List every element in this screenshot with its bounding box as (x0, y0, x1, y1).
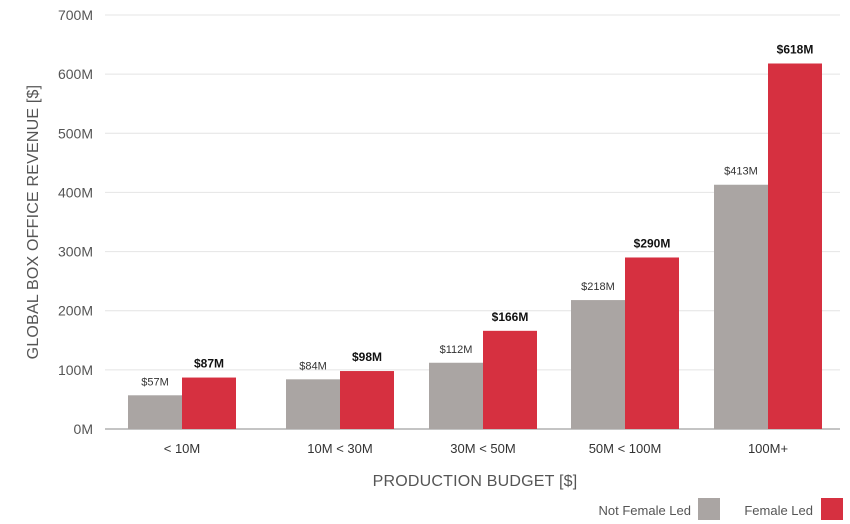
x-tick-label: < 10M (164, 441, 201, 456)
legend: Not Female Led Female Led (599, 498, 843, 520)
data-label: $87M (194, 357, 224, 371)
bar (571, 300, 625, 429)
y-axis-ticks: 0M 100M 200M 300M 400M 500M 600M 700M (58, 7, 93, 437)
x-axis-title: PRODUCTION BUDGET [$] (373, 473, 578, 490)
data-label: $218M (581, 281, 615, 293)
data-label: $57M (141, 376, 169, 388)
x-axis-ticks: < 10M 10M < 30M 30M < 50M 50M < 100M 100M+ (164, 441, 788, 456)
gridlines (105, 14, 840, 371)
y-tick-label: 100M (58, 362, 93, 378)
bar (768, 63, 822, 430)
legend-swatch (698, 498, 720, 520)
bar (340, 371, 394, 429)
data-label: $413M (724, 166, 758, 178)
bar (483, 330, 537, 429)
y-tick-label: 400M (58, 184, 93, 200)
bar (182, 377, 236, 429)
y-axis-title: GLOBAL BOX OFFICE REVENUE [$] (25, 85, 42, 360)
x-tick-label: 50M < 100M (589, 441, 662, 456)
bar (286, 379, 340, 429)
bars (128, 63, 822, 430)
x-tick-label: 100M+ (748, 441, 788, 456)
data-label: $290M (634, 236, 671, 250)
data-label: $84M (299, 360, 327, 372)
x-tick-label: 10M < 30M (307, 441, 372, 456)
bar (128, 395, 182, 429)
data-label: $112M (440, 344, 473, 356)
y-tick-label: 0M (74, 421, 93, 437)
legend-swatch (821, 498, 843, 520)
data-labels: $57M $87M $84M $98M $112M $166M $218M $290M $413… (141, 42, 813, 388)
y-tick-label: 700M (58, 7, 93, 23)
y-tick-label: 200M (58, 303, 93, 319)
data-label: $98M (352, 350, 382, 364)
legend-label: Not Female Led (599, 503, 692, 518)
x-tick-label: 30M < 50M (450, 441, 515, 456)
y-tick-label: 300M (58, 244, 93, 260)
data-label: $618M (777, 42, 814, 56)
y-tick-label: 500M (58, 125, 93, 141)
bar (714, 184, 768, 429)
bar (429, 362, 483, 429)
bar (625, 257, 679, 429)
legend-label: Female Led (744, 503, 813, 518)
y-tick-label: 600M (58, 66, 93, 82)
data-label: $166M (492, 310, 529, 324)
